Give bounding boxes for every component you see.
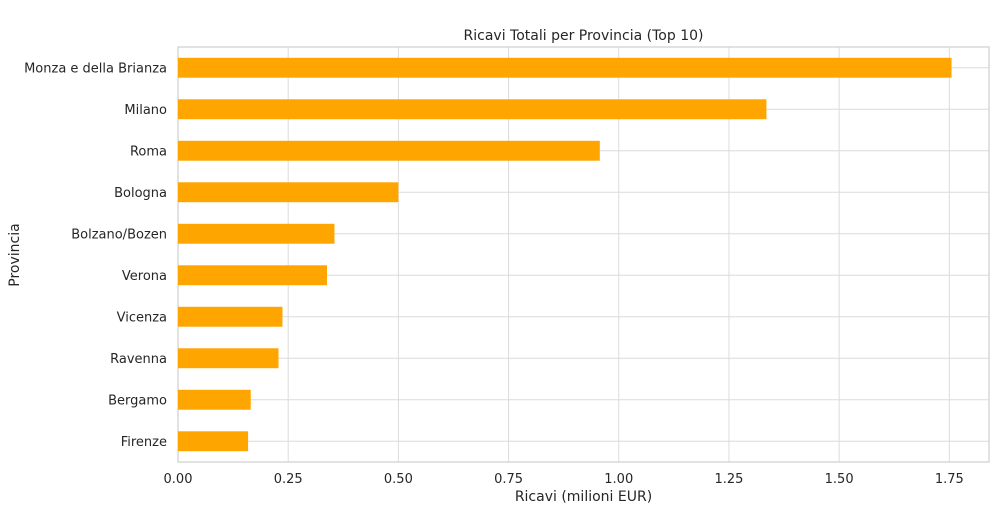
y-axis-label: Provincia xyxy=(7,223,23,286)
x-tick-label: 1.00 xyxy=(604,472,633,487)
x-tick-label: 1.50 xyxy=(825,472,854,487)
y-tick-label: Ravenna xyxy=(110,352,167,367)
bar xyxy=(178,265,327,286)
y-tick-label: Vicenza xyxy=(117,310,167,325)
x-tick-labels: 0.00 0.25 0.50 0.75 1.00 1.25 1.50 1.75 xyxy=(164,472,964,487)
bars xyxy=(178,57,952,452)
y-tick-label: Milano xyxy=(124,103,167,118)
x-axis-label: Ricavi (milioni EUR) xyxy=(515,489,652,505)
x-tick-label: 0.75 xyxy=(494,472,523,487)
chart-title: Ricavi Totali per Provincia (Top 10) xyxy=(464,28,704,44)
bar xyxy=(178,389,251,410)
x-tick-label: 1.25 xyxy=(714,472,743,487)
bar xyxy=(178,182,399,203)
bar xyxy=(178,431,249,452)
bar xyxy=(178,348,279,369)
x-tick-label: 0.25 xyxy=(274,472,303,487)
x-tick-label: 0.50 xyxy=(384,472,413,487)
y-tick-label: Bolzano/Bozen xyxy=(71,227,167,242)
x-tick-label: 0.00 xyxy=(164,472,193,487)
y-tick-label: Roma xyxy=(130,144,167,159)
bar xyxy=(178,140,600,161)
y-tick-label: Bologna xyxy=(114,186,167,201)
y-tick-label: Firenze xyxy=(121,435,167,450)
y-tick-labels: Monza e della Brianza Milano Roma Bologna Bo… xyxy=(24,61,167,450)
bar xyxy=(178,306,283,327)
plot-frame xyxy=(177,46,990,463)
y-tick-label: Verona xyxy=(122,269,167,284)
y-tick-label: Bergamo xyxy=(108,393,167,408)
bar xyxy=(178,57,952,78)
x-tick-label: 1.75 xyxy=(935,472,964,487)
y-tick-label: Monza e della Brianza xyxy=(24,61,167,76)
bar xyxy=(178,99,767,120)
bar xyxy=(178,223,335,244)
